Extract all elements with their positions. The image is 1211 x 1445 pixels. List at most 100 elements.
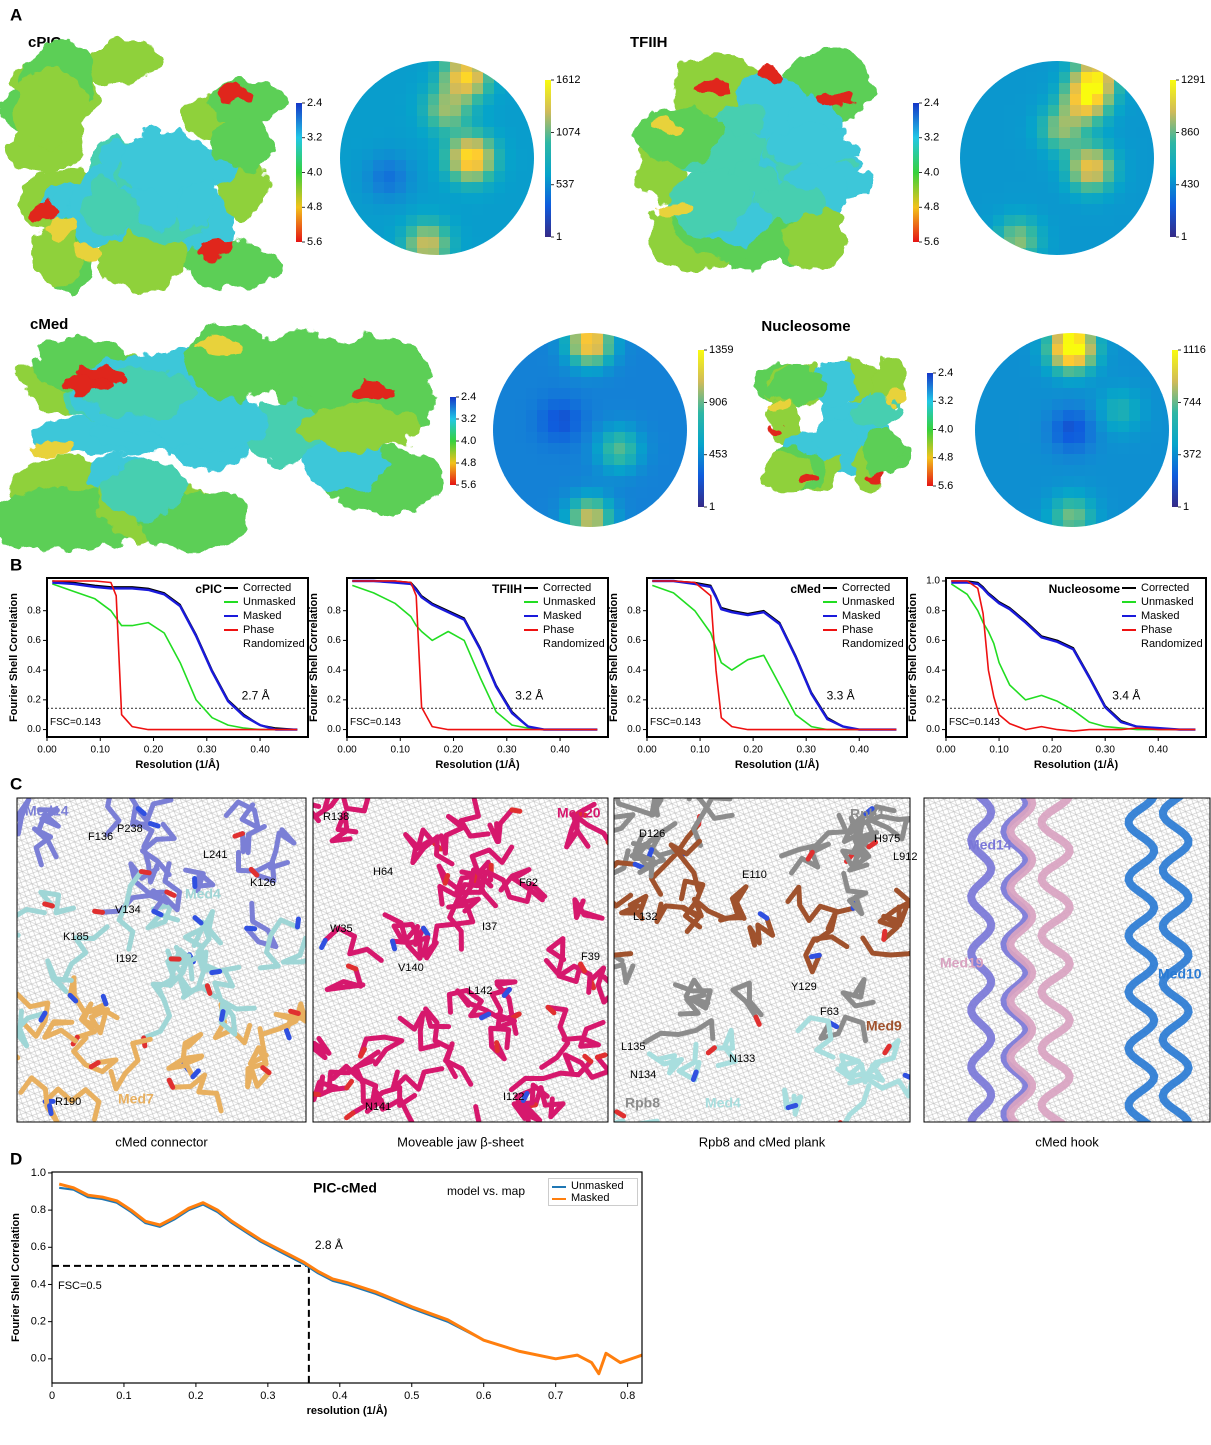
angular-cell — [1015, 116, 1027, 128]
angular-cell — [1162, 388, 1174, 400]
angular-cell — [483, 127, 495, 139]
angular-cell — [527, 94, 539, 106]
angular-cell — [1114, 237, 1126, 249]
angular-cell — [483, 237, 495, 249]
angular-cell — [1030, 410, 1042, 422]
y-tick-label: 0.0 — [27, 724, 41, 735]
angular-cell — [1147, 160, 1159, 172]
angular-cell — [362, 94, 374, 106]
angular-cell — [406, 193, 418, 205]
angular-cell — [614, 410, 626, 422]
angular-cell — [592, 443, 604, 455]
angular-cell — [975, 388, 987, 400]
angular-cell — [1004, 83, 1016, 95]
x-tick-label: 0.40 — [1149, 745, 1169, 756]
angular-cell — [483, 215, 495, 227]
angular-cell — [351, 72, 363, 84]
angular-cell — [636, 476, 648, 488]
map-lobe — [188, 322, 275, 402]
angular-cell — [1063, 487, 1075, 499]
angular-cell — [494, 226, 506, 238]
x-tick-label: 0.20 — [444, 745, 464, 756]
angular-cell — [1096, 454, 1108, 466]
residue-label: I37 — [482, 921, 497, 933]
atom — [141, 872, 149, 873]
angular-cell — [603, 377, 615, 389]
angular-cell — [340, 226, 352, 238]
angular-cell — [1092, 105, 1104, 117]
angular-cell — [1096, 509, 1108, 521]
angular-cell — [647, 476, 659, 488]
angular-cell — [526, 454, 538, 466]
colorbar-tick-label: 4.8 — [307, 201, 322, 213]
angular-cell — [1107, 498, 1119, 510]
angular-cell — [526, 333, 538, 345]
x-tick-label: 0.00 — [37, 745, 57, 756]
angular-cell — [461, 204, 473, 216]
angular-cell — [406, 94, 418, 106]
angular-cell — [340, 182, 352, 194]
angular-cell — [1070, 83, 1082, 95]
angular-cell — [537, 443, 549, 455]
angular-cell — [1147, 105, 1159, 117]
angular-cell — [1085, 465, 1097, 477]
angular-cell — [1103, 215, 1115, 227]
angular-cell — [351, 127, 363, 139]
y-tick-label: 0.0 — [926, 724, 940, 735]
angular-cell — [1070, 215, 1082, 227]
angular-cell — [570, 366, 582, 378]
angular-cell — [971, 171, 983, 183]
x-tick-label: 0.40 — [550, 745, 570, 756]
angular-cell — [406, 105, 418, 117]
angular-cell — [971, 226, 983, 238]
angular-cell — [581, 454, 593, 466]
angular-cell — [960, 94, 972, 106]
angular-cell — [493, 498, 505, 510]
angular-cell — [636, 487, 648, 499]
angular-cell — [1074, 509, 1086, 521]
angular-cell — [505, 72, 517, 84]
angular-cell — [395, 127, 407, 139]
angular-cell — [483, 138, 495, 150]
angular-cell — [658, 454, 670, 466]
angular-cell — [1059, 204, 1071, 216]
angular-cell — [351, 138, 363, 150]
y-tick-label: 0.2 — [327, 694, 341, 705]
angular-cell — [1092, 237, 1104, 249]
structure-view — [0, 789, 336, 1122]
angular-cell — [669, 520, 681, 532]
angular-cell — [1004, 226, 1016, 238]
angular-cell — [1129, 377, 1141, 389]
angular-cell — [428, 182, 440, 194]
map-lobe — [44, 219, 77, 238]
angular-cell — [395, 83, 407, 95]
angular-cell — [1037, 248, 1049, 260]
angular-cell — [1140, 465, 1152, 477]
angular-cell — [1074, 355, 1086, 367]
angular-cell — [647, 465, 659, 477]
angular-cell — [516, 94, 528, 106]
angular-cell — [625, 443, 637, 455]
angular-cell — [647, 344, 659, 356]
angular-cell — [1037, 182, 1049, 194]
y-tick-label: 0.4 — [327, 665, 341, 676]
angular-cell — [1041, 443, 1053, 455]
angular-cell — [581, 421, 593, 433]
angular-cell — [1081, 138, 1093, 150]
residue-label: P238 — [117, 823, 143, 835]
angular-cell — [1136, 215, 1148, 227]
fsc-chart: 0.000.100.200.300.400.00.20.40.60.81.0Fo… — [907, 576, 1206, 771]
angular-cell — [439, 237, 451, 249]
angular-cell — [1136, 204, 1148, 216]
angular-cell — [960, 193, 972, 205]
angular-cell — [680, 520, 692, 532]
angular-cell — [1048, 215, 1060, 227]
angular-cell — [581, 432, 593, 444]
angular-cell — [1129, 443, 1141, 455]
angular-cell — [1147, 72, 1159, 84]
angular-cell — [1107, 454, 1119, 466]
angular-cell — [614, 432, 626, 444]
angular-cell — [1162, 454, 1174, 466]
angular-cell — [1041, 520, 1053, 532]
angular-cell — [1015, 138, 1027, 150]
